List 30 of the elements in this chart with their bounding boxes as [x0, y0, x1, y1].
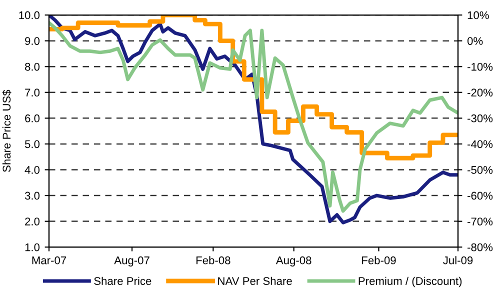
x-tick-label: Mar-07	[32, 256, 66, 264]
y-tick-label: 6.0	[25, 114, 40, 122]
y-tick-label: 2.0	[25, 218, 40, 226]
y-tick-label: 4.0	[24, 166, 40, 174]
y2-tick-label: -80%	[468, 243, 493, 252]
y2-tick-label: 10%	[468, 11, 489, 20]
legend-label: Share Price	[94, 276, 152, 285]
x-tick-label: Feb-09	[362, 256, 396, 264]
y2-tick-label: -10%	[468, 62, 493, 71]
y2-tick-label: -50%	[468, 166, 493, 174]
y-tick-label: 10.0	[19, 11, 40, 20]
x-tick-label: Aug-08	[276, 256, 312, 266]
y2-tick-label: -40%	[468, 140, 493, 148]
legend-label: NAV Per Share	[218, 276, 292, 285]
legend-label: Premium / (Discount)	[358, 276, 462, 288]
x-tick-label: Feb-08	[196, 256, 230, 264]
y-tick-label: 1.0	[25, 243, 40, 252]
y-tick-label: 9.0	[25, 37, 40, 45]
y2-tick-label: -20%	[468, 88, 493, 97]
y2-tick-label: 0%	[467, 37, 483, 45]
x-tick-label: Jul-09	[443, 256, 473, 264]
y-tick-label: 8.0	[25, 62, 40, 71]
y-tick-label: 7.0	[25, 88, 40, 97]
x-tick-label: Aug-07	[114, 256, 150, 266]
y-tick-label: 3.0	[24, 192, 40, 200]
y-axis-title: Share Price US$	[2, 90, 12, 172]
y2-tick-label: -70%	[468, 218, 493, 226]
y2-tick-label: -60%	[468, 192, 493, 200]
y-tick-label: 5.0	[24, 140, 40, 148]
y2-tick-label: -30%	[468, 114, 493, 122]
